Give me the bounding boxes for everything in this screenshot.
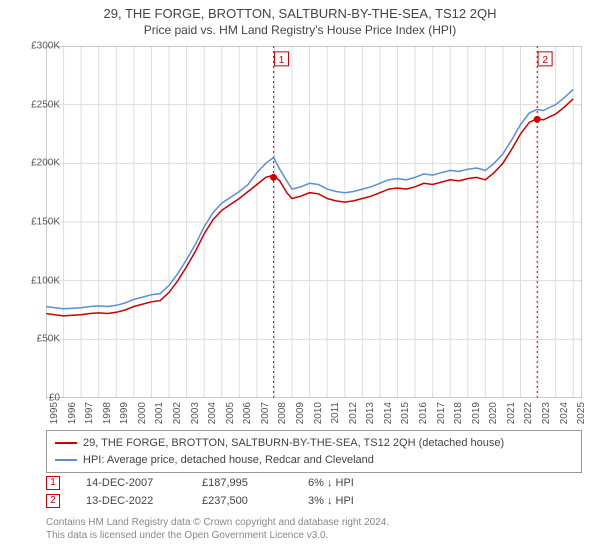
x-axis-label: 2001 <box>154 402 165 424</box>
x-axis-label: 2018 <box>453 402 464 424</box>
x-axis-label: 2020 <box>488 402 499 424</box>
svg-text:2: 2 <box>542 55 548 66</box>
y-axis-label: £150K <box>10 217 60 228</box>
sale-date: 14-DEC-2007 <box>86 477 176 489</box>
x-axis-label: 2014 <box>383 402 394 424</box>
sale-pct: 6% ↓ HPI <box>308 477 354 489</box>
x-axis-label: 2022 <box>523 402 534 424</box>
chart-subtitle: Price paid vs. HM Land Registry's House … <box>0 23 600 37</box>
x-axis-label: 2007 <box>260 402 271 424</box>
sale-marker: 2 <box>46 494 60 508</box>
svg-text:1: 1 <box>279 55 285 66</box>
y-axis-label: £300K <box>10 41 60 52</box>
legend-item: HPI: Average price, detached house, Redc… <box>55 452 573 469</box>
x-axis-label: 2002 <box>172 402 183 424</box>
legend-swatch <box>55 442 77 444</box>
x-axis-label: 1995 <box>49 402 60 424</box>
x-axis-label: 2004 <box>207 402 218 424</box>
legend-item: 29, THE FORGE, BROTTON, SALTBURN-BY-THE-… <box>55 435 573 452</box>
x-axis-label: 2003 <box>190 402 201 424</box>
x-axis-label: 2021 <box>506 402 517 424</box>
y-axis-label: £250K <box>10 99 60 110</box>
sale-price: £187,995 <box>202 477 282 489</box>
x-axis-label: 1998 <box>102 402 113 424</box>
x-axis-label: 2017 <box>436 402 447 424</box>
x-axis-label: 2010 <box>313 402 324 424</box>
chart-title: 29, THE FORGE, BROTTON, SALTBURN-BY-THE-… <box>0 6 600 21</box>
sale-row: 1 14-DEC-2007 £187,995 6% ↓ HPI <box>46 476 582 490</box>
x-axis-label: 2005 <box>225 402 236 424</box>
sale-price: £237,500 <box>202 495 282 507</box>
x-axis-label: 2012 <box>348 402 359 424</box>
legend-swatch <box>55 459 77 461</box>
y-axis-label: £50K <box>10 334 60 345</box>
x-axis-label: 2009 <box>295 402 306 424</box>
x-axis-label: 1999 <box>119 402 130 424</box>
y-axis-label: £100K <box>10 275 60 286</box>
x-axis-label: 2023 <box>541 402 552 424</box>
x-axis-label: 2000 <box>137 402 148 424</box>
x-axis-label: 1997 <box>84 402 95 424</box>
x-axis-label: 2024 <box>559 402 570 424</box>
sale-marker: 1 <box>46 476 60 490</box>
footer-attribution: Contains HM Land Registry data © Crown c… <box>46 516 582 542</box>
y-axis-label: £200K <box>10 158 60 169</box>
legend-label: 29, THE FORGE, BROTTON, SALTBURN-BY-THE-… <box>83 435 504 452</box>
x-axis-label: 2016 <box>418 402 429 424</box>
x-axis-label: 2006 <box>242 402 253 424</box>
sale-row: 2 13-DEC-2022 £237,500 3% ↓ HPI <box>46 494 582 508</box>
x-axis-label: 2019 <box>471 402 482 424</box>
sale-pct: 3% ↓ HPI <box>308 495 354 507</box>
x-axis-label: 2008 <box>277 402 288 424</box>
sales-table: 1 14-DEC-2007 £187,995 6% ↓ HPI 2 13-DEC… <box>46 472 582 508</box>
legend-label: HPI: Average price, detached house, Redc… <box>83 452 374 469</box>
chart-area: 12 <box>46 46 582 398</box>
x-axis-label: 1996 <box>67 402 78 424</box>
x-axis-label: 2025 <box>576 402 587 424</box>
x-axis-label: 2015 <box>400 402 411 424</box>
x-axis-label: 2011 <box>330 402 341 424</box>
sale-date: 13-DEC-2022 <box>86 495 176 507</box>
x-axis-label: 2013 <box>365 402 376 424</box>
legend-box: 29, THE FORGE, BROTTON, SALTBURN-BY-THE-… <box>46 430 582 473</box>
line-chart: 12 <box>46 46 582 398</box>
